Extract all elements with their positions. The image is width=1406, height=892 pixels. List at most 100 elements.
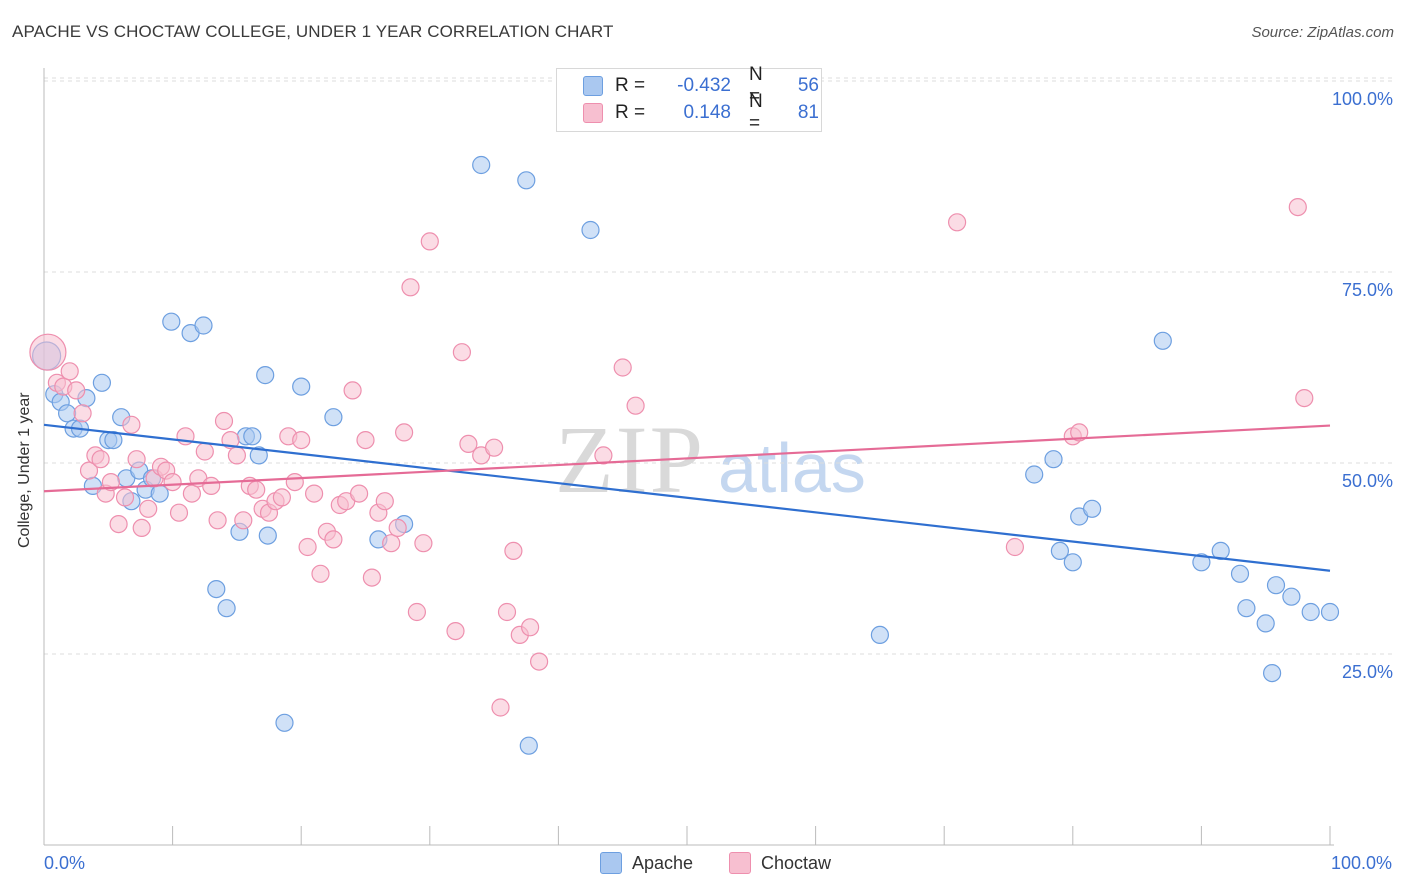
apache-point (1192, 553, 1211, 572)
y-tick-label-25: 25.0% (1342, 662, 1393, 682)
choctaw-point (122, 415, 141, 434)
choctaw-point (520, 618, 540, 637)
bottom-legend-apache[interactable]: Apache (600, 852, 693, 874)
choctaw-point (375, 492, 394, 511)
apache-point (92, 373, 112, 392)
choctaw-point (272, 488, 291, 507)
apache-point (275, 713, 294, 732)
choctaw-point (485, 438, 504, 457)
choctaw-point (79, 461, 99, 480)
choctaw-point (227, 446, 246, 465)
choctaw-point (420, 232, 439, 251)
apache-point (472, 155, 491, 175)
apache-point (243, 427, 262, 446)
choctaw-point (169, 503, 189, 522)
x-tick-label-max: 100.0% (1331, 853, 1392, 873)
apache-point (1153, 331, 1172, 350)
apache-legend-label: Apache (632, 852, 694, 873)
apache-point (1237, 599, 1256, 618)
choctaw-point (202, 476, 221, 495)
choctaw-point (395, 423, 414, 442)
trend-lines (43, 423, 1331, 572)
apache-point (1256, 614, 1275, 633)
choctaw-point (73, 404, 92, 423)
choctaw-point (504, 541, 523, 561)
legend-row-choctaw: R = 0.148 N = 81 (583, 91, 819, 134)
chart-title: APACHE VS CHOCTAW COLLEGE, UNDER 1 YEAR … (12, 22, 614, 41)
choctaw-point (452, 343, 471, 362)
apache-point (217, 599, 236, 618)
choctaw-point (214, 411, 234, 431)
apache-point (1266, 576, 1286, 595)
y-tick-label-75: 75.0% (1342, 280, 1393, 300)
choctaw-point (497, 602, 517, 622)
apache-point (1262, 663, 1282, 683)
choctaw-point (362, 568, 381, 587)
apache-point (57, 404, 77, 423)
apache-point (324, 408, 343, 427)
apache-point (292, 377, 311, 396)
choctaw-point (401, 278, 420, 297)
choctaw-point (285, 473, 304, 492)
apache-point (1050, 541, 1070, 561)
choctaw-point (67, 381, 86, 400)
apache-swatch (583, 76, 603, 96)
apache-point (194, 316, 213, 335)
apache-n-value: 56 (797, 75, 819, 96)
choctaw-point (947, 213, 967, 232)
choctaw-point (324, 530, 343, 549)
apache-point (1320, 602, 1340, 622)
bottom-legend-choctaw[interactable]: Choctaw (729, 852, 831, 874)
choctaw-point (491, 698, 510, 717)
choctaw-point (163, 473, 182, 492)
apache-point (581, 220, 600, 240)
choctaw-point (343, 381, 362, 400)
choctaw-point (626, 396, 645, 415)
choctaw-point (594, 446, 613, 465)
choctaw-trend-line (43, 424, 1331, 493)
data-points (29, 155, 1340, 755)
y-tick-label-100: 100.0% (1332, 89, 1393, 109)
choctaw-point (414, 534, 433, 553)
choctaw-r-label: R = (615, 102, 646, 123)
apache-point (256, 366, 275, 385)
choctaw-point (60, 362, 79, 381)
y-tick-labels: 25.0% 50.0% 75.0% 100.0% (1332, 89, 1393, 682)
choctaw-point (407, 602, 426, 622)
choctaw-r-value: 0.148 (683, 102, 731, 123)
choctaw-legend-label: Choctaw (761, 852, 832, 873)
apache-legend-swatch (600, 852, 622, 874)
choctaw-point (127, 450, 146, 469)
choctaw-point (182, 484, 201, 503)
x-tick-label-min: 0.0% (44, 853, 85, 873)
x-ticks (43, 826, 1331, 845)
choctaw-point (1070, 423, 1089, 442)
choctaw-point (613, 358, 632, 377)
watermark: ZIP atlas (555, 406, 866, 513)
watermark-atlas: atlas (718, 429, 866, 507)
legend-row-apache: R = -0.432 N = 56 (583, 64, 819, 107)
apache-n-label: N = (749, 64, 763, 107)
apache-point (517, 171, 536, 190)
choctaw-point (1295, 389, 1314, 408)
choctaw-point (115, 488, 135, 507)
choctaw-point (208, 511, 227, 530)
choctaw-point (247, 480, 266, 499)
choctaw-point (221, 431, 240, 450)
axes (43, 68, 1334, 846)
gridlines (44, 77, 1394, 655)
choctaw-point (139, 499, 158, 518)
choctaw-point (292, 431, 311, 450)
choctaw-point (1288, 198, 1307, 217)
choctaw-point (29, 333, 67, 371)
choctaw-point (298, 537, 317, 557)
choctaw-point (109, 514, 128, 534)
apache-point (207, 579, 226, 599)
choctaw-point (446, 621, 465, 641)
choctaw-point (529, 652, 549, 671)
choctaw-swatch (583, 103, 603, 123)
choctaw-point (356, 431, 375, 450)
apache-point (1282, 587, 1301, 606)
apache-point (1301, 602, 1320, 622)
apache-point (870, 625, 890, 645)
